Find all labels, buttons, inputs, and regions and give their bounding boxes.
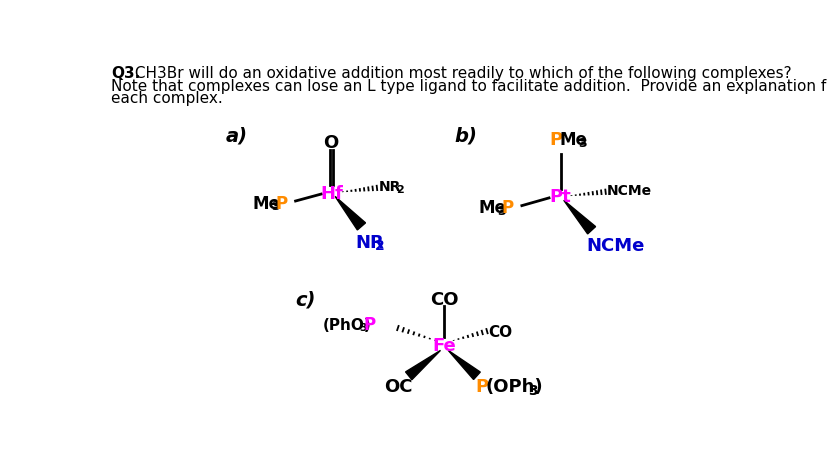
Text: 3: 3 <box>270 200 280 213</box>
Text: Me: Me <box>479 199 506 217</box>
Text: NCMe: NCMe <box>586 237 644 255</box>
Text: NR: NR <box>356 233 384 251</box>
Polygon shape <box>564 201 595 234</box>
Text: 2: 2 <box>375 238 385 252</box>
Text: P: P <box>502 199 514 217</box>
Text: CH3Br will do an oxidative addition most readily to which of the following compl: CH3Br will do an oxidative addition most… <box>131 66 792 81</box>
Text: 3: 3 <box>359 323 366 333</box>
Text: P: P <box>550 131 563 149</box>
Text: Hf: Hf <box>321 184 343 202</box>
Text: Me: Me <box>252 194 280 212</box>
Text: O: O <box>323 134 339 152</box>
Text: c): c) <box>295 290 316 309</box>
Text: NR: NR <box>379 180 401 194</box>
Text: 2: 2 <box>396 185 404 195</box>
Text: b): b) <box>455 126 477 145</box>
Text: a): a) <box>226 126 248 145</box>
Text: CO: CO <box>489 324 513 339</box>
Text: OC: OC <box>384 377 413 396</box>
Text: P: P <box>275 194 288 212</box>
Text: Q3.: Q3. <box>111 66 141 81</box>
Polygon shape <box>448 351 480 380</box>
Text: 3: 3 <box>578 137 587 149</box>
Text: (PhO): (PhO) <box>323 317 371 332</box>
Text: 3: 3 <box>528 383 538 397</box>
Text: P: P <box>476 377 489 396</box>
Text: NCMe: NCMe <box>607 184 653 198</box>
Text: 3: 3 <box>497 204 505 217</box>
Text: each complex.: each complex. <box>111 91 222 106</box>
Text: CO: CO <box>430 290 459 308</box>
Text: Fe: Fe <box>433 336 457 354</box>
Text: Pt: Pt <box>550 188 571 206</box>
Polygon shape <box>335 197 366 230</box>
Text: (OPh): (OPh) <box>485 377 543 396</box>
Text: P: P <box>364 316 376 334</box>
Polygon shape <box>405 351 441 380</box>
Text: Note that complexes can lose an L type ligand to facilitate addition.  Provide a: Note that complexes can lose an L type l… <box>111 79 827 94</box>
Text: Me: Me <box>560 131 588 149</box>
